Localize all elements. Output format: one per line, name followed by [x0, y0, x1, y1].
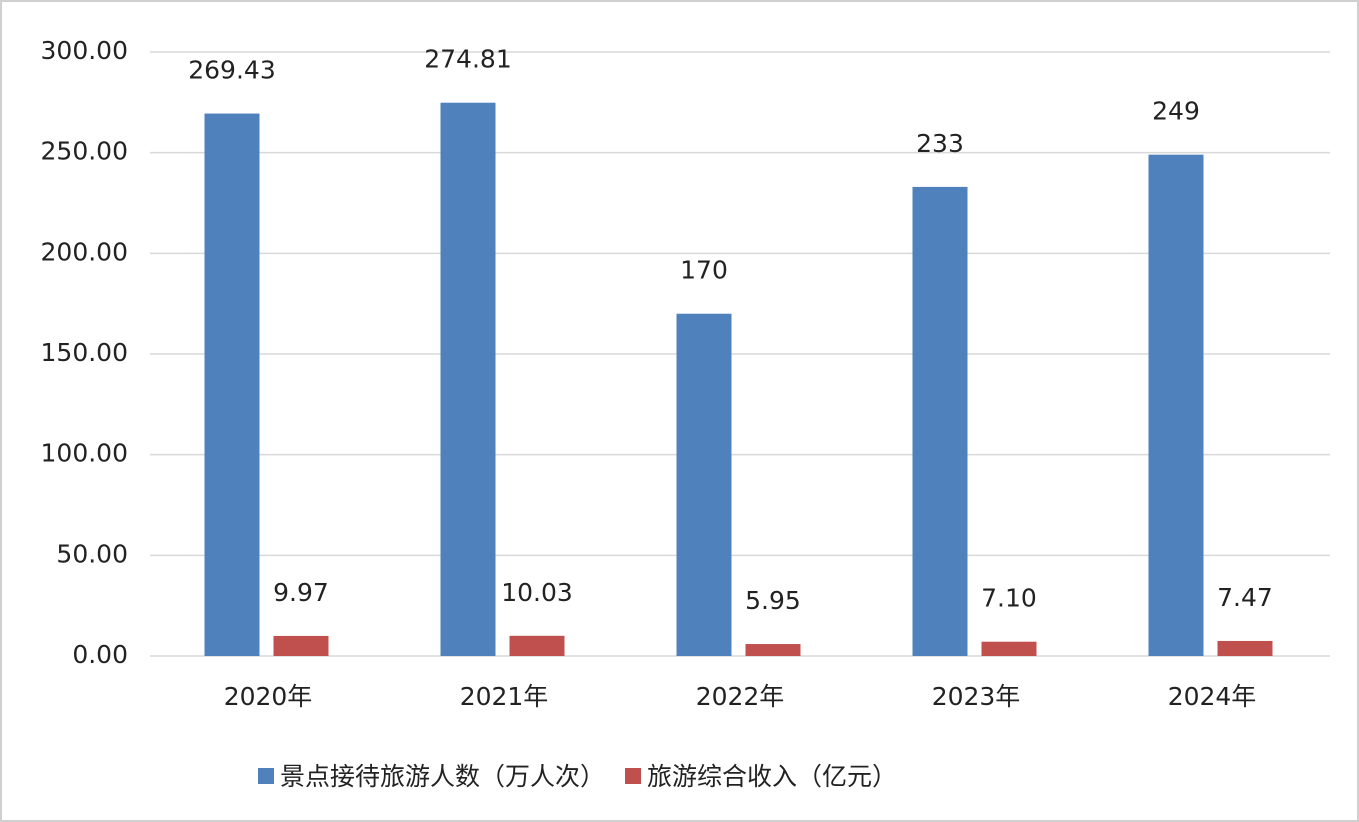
y-tick-label: 200.00 [41, 237, 128, 266]
y-tick-label: 0.00 [72, 640, 128, 669]
x-tick-label: 2021年 [460, 682, 549, 711]
bar [509, 635, 565, 656]
data-label: 7.47 [1217, 583, 1273, 612]
bar [912, 186, 968, 657]
data-label: 269.43 [188, 56, 275, 85]
bar [273, 635, 329, 656]
bar [440, 102, 496, 656]
data-label: 10.03 [501, 578, 573, 607]
x-tick-label: 2020年 [224, 682, 313, 711]
legend-swatch [625, 768, 642, 784]
x-tick-label: 2023年 [932, 682, 1021, 711]
y-tick-label: 250.00 [41, 137, 128, 166]
y-tick-label: 150.00 [41, 338, 128, 367]
y-tick-label: 100.00 [41, 439, 128, 468]
legend-label: 景点接待旅游人数（万人次） [280, 762, 605, 791]
legend-label: 旅游综合收入（亿元） [647, 762, 897, 791]
x-tick-label: 2024年 [1168, 682, 1257, 711]
bar [981, 641, 1037, 656]
data-label: 249 [1152, 97, 1200, 126]
y-tick-label: 50.00 [56, 539, 128, 568]
legend-swatch [258, 768, 274, 784]
data-label: 5.95 [745, 586, 801, 615]
data-label: 233 [916, 129, 964, 158]
data-label: 9.97 [273, 578, 329, 607]
data-label: 170 [680, 256, 728, 285]
bar [1148, 154, 1204, 656]
data-label: 274.81 [424, 45, 511, 74]
bar [745, 644, 801, 656]
bar [676, 313, 732, 656]
x-tick-label: 2022年 [696, 682, 785, 711]
bar [1217, 640, 1273, 656]
bar [204, 113, 260, 656]
data-label: 7.10 [981, 584, 1037, 613]
y-tick-label: 300.00 [41, 36, 128, 65]
